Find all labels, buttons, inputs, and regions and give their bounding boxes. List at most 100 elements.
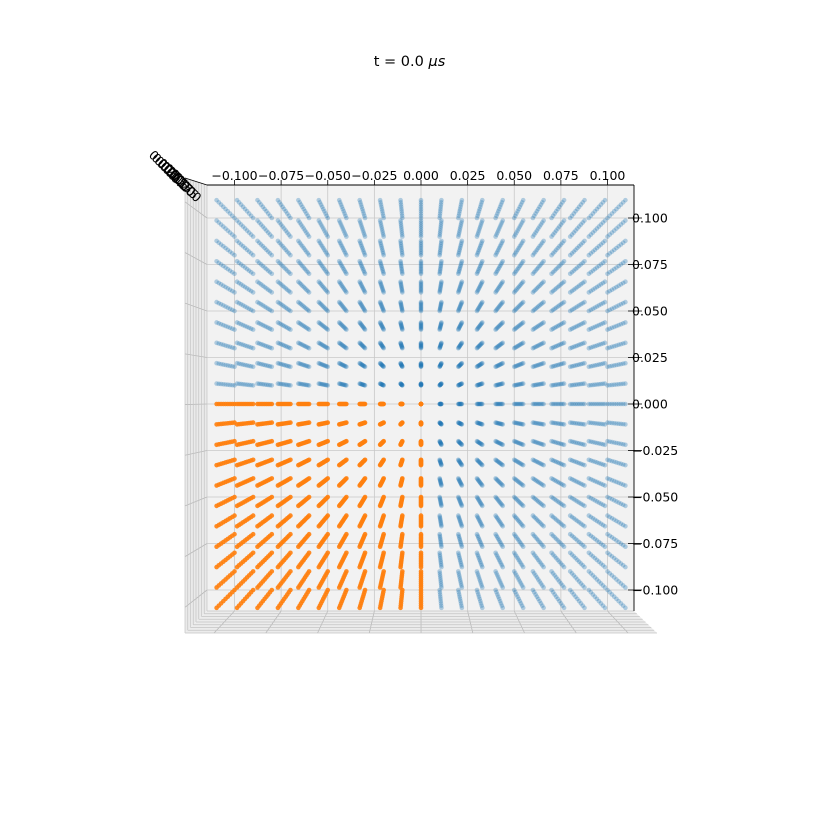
scatter-point xyxy=(549,308,554,314)
scatter-point xyxy=(275,401,281,407)
scatter-point xyxy=(511,550,517,556)
scatter-point xyxy=(234,401,240,407)
scatter-point xyxy=(418,304,424,309)
scatter-point xyxy=(438,440,443,446)
scatter-point xyxy=(530,587,536,593)
scatter-point xyxy=(456,457,461,463)
scatter-point xyxy=(399,304,404,309)
scatter-point xyxy=(362,269,367,275)
scatter-point xyxy=(377,401,383,407)
scatter-point xyxy=(623,197,628,203)
scatter-point xyxy=(399,363,405,369)
scatter-point xyxy=(571,401,577,407)
scatter-point xyxy=(531,213,537,219)
scatter-point xyxy=(534,286,540,291)
scatter-point xyxy=(380,363,386,369)
scatter-point xyxy=(288,215,293,221)
scatter-point xyxy=(567,587,573,593)
scatter-point xyxy=(456,401,462,407)
scatter-point xyxy=(553,286,559,291)
scatter-point xyxy=(515,517,520,522)
scatter-point xyxy=(275,238,281,244)
scatter-point xyxy=(515,209,520,214)
scatter-point xyxy=(341,343,347,349)
scatter-point xyxy=(336,422,342,427)
scatter-point xyxy=(602,381,608,386)
scatter-point xyxy=(316,279,322,284)
scatter-point xyxy=(611,305,617,310)
scatter-point xyxy=(343,288,348,294)
scatter-point xyxy=(493,457,498,463)
scatter-point xyxy=(480,259,485,264)
scatter-point xyxy=(250,383,256,388)
scatter-point xyxy=(360,206,365,212)
scatter-point xyxy=(323,382,328,388)
scatter-point xyxy=(571,535,577,540)
scatter-point xyxy=(493,513,498,518)
scatter-point xyxy=(437,307,443,313)
scatter-point xyxy=(288,252,293,258)
scatter-point xyxy=(341,305,347,310)
scatter-point xyxy=(607,589,613,595)
scatter-point xyxy=(495,209,501,214)
scatter-point xyxy=(399,209,404,214)
scatter-point xyxy=(225,286,231,291)
scatter-point xyxy=(244,324,250,330)
scatter-point xyxy=(511,252,517,258)
scatter-point xyxy=(573,440,578,445)
scatter-point xyxy=(456,345,461,351)
scatter-point xyxy=(475,287,481,293)
scatter-point xyxy=(255,524,260,529)
scatter-point xyxy=(494,533,499,539)
scatter-point xyxy=(533,344,538,350)
scatter-point xyxy=(456,476,462,482)
scatter-point xyxy=(456,307,462,313)
scatter-point xyxy=(418,213,424,219)
scatter-point xyxy=(475,514,480,520)
scatter-point xyxy=(609,268,615,273)
scatter-point xyxy=(418,209,424,214)
scatter-point xyxy=(456,327,461,332)
scatter-point xyxy=(342,287,347,293)
scatter-point xyxy=(232,327,237,332)
scatter-point xyxy=(495,573,500,578)
scatter-point xyxy=(476,517,482,522)
scatter-point xyxy=(360,228,366,233)
scatter-point xyxy=(275,381,281,386)
scatter-point xyxy=(586,327,592,332)
scatter-point xyxy=(296,483,301,488)
scatter-point xyxy=(569,401,575,407)
scatter-point xyxy=(623,279,628,284)
scatter-point xyxy=(590,592,596,597)
scatter-point xyxy=(234,483,240,488)
scatter-point xyxy=(590,515,596,521)
scatter-point xyxy=(549,569,554,574)
scatter-point xyxy=(234,442,240,448)
scatter-point xyxy=(361,211,367,216)
scatter-point xyxy=(475,401,481,407)
scatter-point xyxy=(437,363,443,369)
scatter-point xyxy=(255,462,260,468)
scatter-point xyxy=(399,364,405,369)
scatter-point xyxy=(316,381,322,386)
scatter-point xyxy=(302,363,308,368)
scatter-point xyxy=(456,288,462,294)
scatter-point xyxy=(398,320,403,325)
scatter-point xyxy=(495,592,500,597)
scatter-point xyxy=(264,286,269,291)
scatter-point xyxy=(456,589,462,595)
scatter-point xyxy=(418,363,424,368)
scatter-point xyxy=(541,564,546,570)
scatter-point xyxy=(602,218,608,223)
scatter-point xyxy=(474,215,480,221)
scatter-point xyxy=(418,308,424,314)
scatter-point xyxy=(232,215,237,221)
scatter-point xyxy=(306,345,312,351)
scatter-point xyxy=(437,554,443,559)
scatter-point xyxy=(400,345,405,351)
scatter-point xyxy=(306,383,312,388)
scatter-point xyxy=(474,476,480,481)
scatter-point xyxy=(418,218,424,223)
scatter-point xyxy=(573,459,578,465)
scatter-point xyxy=(324,232,329,237)
